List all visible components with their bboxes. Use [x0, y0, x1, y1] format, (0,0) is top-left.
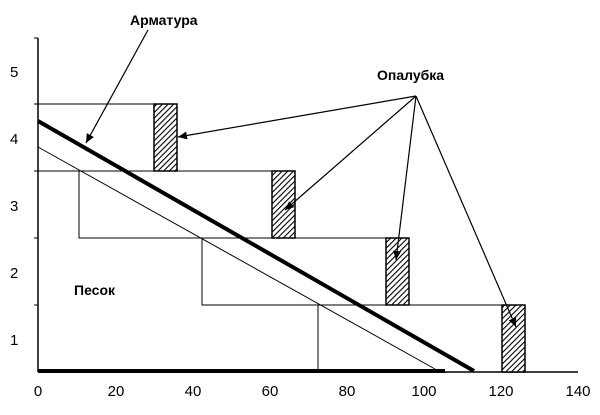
formwork-board-3	[271, 170, 296, 239]
x-tick-label: 0	[34, 383, 42, 400]
rebar-pointer-arrow	[85, 29, 149, 144]
rebar-line	[37, 119, 475, 373]
y-tick-label: 4	[10, 131, 18, 148]
y-tick-label: 2	[10, 265, 18, 282]
formwork-pointer-arrows	[177, 95, 517, 328]
formwork-board-2	[385, 237, 410, 306]
x-tick-label: 140	[565, 383, 590, 400]
x-tick-label: 20	[108, 383, 125, 400]
x-tick-labels: 0 20 40 60 80 100 120 140	[34, 383, 591, 400]
x-tick-label: 100	[411, 383, 436, 400]
x-tick-label: 80	[339, 383, 356, 400]
sand-label: Песок	[74, 282, 116, 298]
step-4	[37, 103, 155, 172]
x-tick-label: 40	[185, 383, 202, 400]
y-tick-label: 1	[10, 332, 18, 349]
x-tick-label: 120	[488, 383, 513, 400]
x-tick-label: 60	[262, 383, 279, 400]
formwork-board-4	[153, 103, 178, 172]
rebar-label: Арматура	[130, 12, 198, 28]
step-1	[317, 304, 503, 373]
step-3	[78, 170, 273, 239]
formwork-boards	[153, 103, 526, 373]
y-axis-ticks	[34, 37, 38, 306]
formwork-label: Опалубка	[377, 67, 444, 83]
sand-slope-line	[37, 146, 436, 370]
staircase-steps	[37, 103, 503, 373]
y-tick-label: 3	[10, 198, 18, 215]
step-2	[201, 237, 387, 306]
y-tick-label: 5	[10, 64, 18, 81]
formwork-board-1	[501, 304, 526, 373]
y-tick-labels: 1 2 3 4 5	[10, 64, 18, 349]
